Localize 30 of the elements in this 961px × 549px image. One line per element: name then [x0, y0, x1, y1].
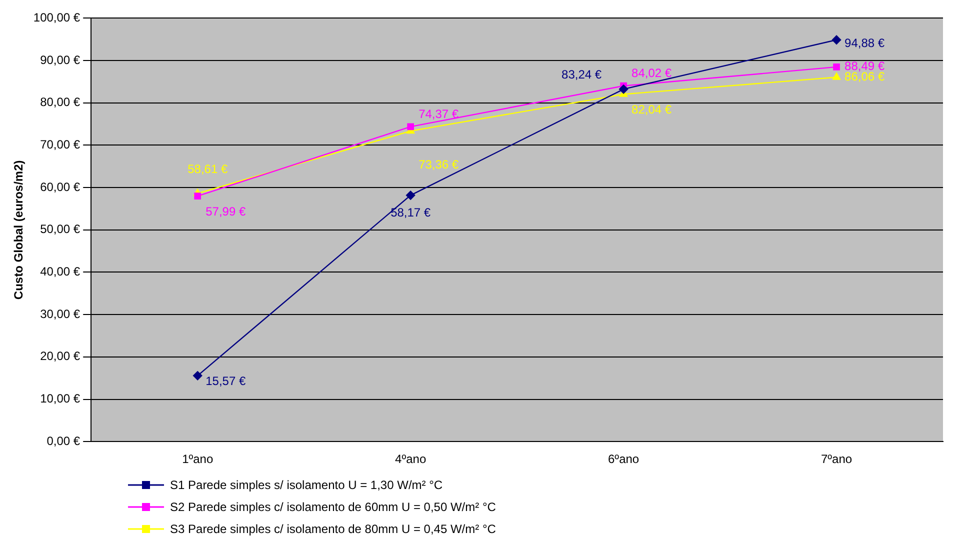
data-label: 88,49 € [844, 59, 885, 74]
data-label: 94,88 € [844, 36, 885, 50]
data-label: 58,61 € [188, 162, 228, 176]
x-tick-label: 1ºano [182, 452, 214, 466]
data-label: 73,36 € [418, 157, 459, 172]
y-tick-label: 30,00 € [40, 306, 80, 321]
legend-label: S3 Parede simples c/ isolamento de 80mm U = 0,45 W/m² °C [170, 522, 496, 536]
x-tick-label: 6ºano [608, 452, 640, 466]
y-tick-label: 40,00 € [40, 264, 80, 279]
y-tick-label: 20,00 € [40, 349, 80, 364]
x-tick-label: 4ºano [395, 452, 426, 466]
data-label: 57,99 € [206, 204, 246, 218]
data-label: 15,57 € [206, 374, 246, 388]
y-tick-label: 70,00 € [40, 138, 80, 152]
y-tick-label: 10,00 € [40, 392, 80, 406]
y-tick-label: 90,00 € [40, 52, 80, 67]
y-tick-label: 100,00 € [33, 10, 80, 25]
x-tick-label: 7ºano [820, 452, 852, 466]
data-label: 82,04 € [632, 102, 672, 117]
y-tick-label: 50,00 € [40, 222, 80, 236]
data-label: 84,02 € [632, 66, 672, 80]
data-label: 58,17 € [390, 206, 431, 220]
y-tick-label: 80,00 € [40, 95, 80, 110]
legend-label: S1 Parede simples s/ isolamento U = 1,30 W/m² °C [170, 478, 443, 492]
data-label: 74,37 € [418, 107, 459, 122]
y-tick-label: 0,00 € [46, 434, 80, 448]
data-label: 83,24 € [562, 67, 602, 82]
y-axis-title: Custo Global (euros/m2) [12, 160, 26, 300]
legend-label: S2 Parede simples c/ isolamento de 60mm U = 0,50 W/m² °C [170, 500, 496, 514]
y-tick-label: 60,00 € [40, 180, 80, 194]
